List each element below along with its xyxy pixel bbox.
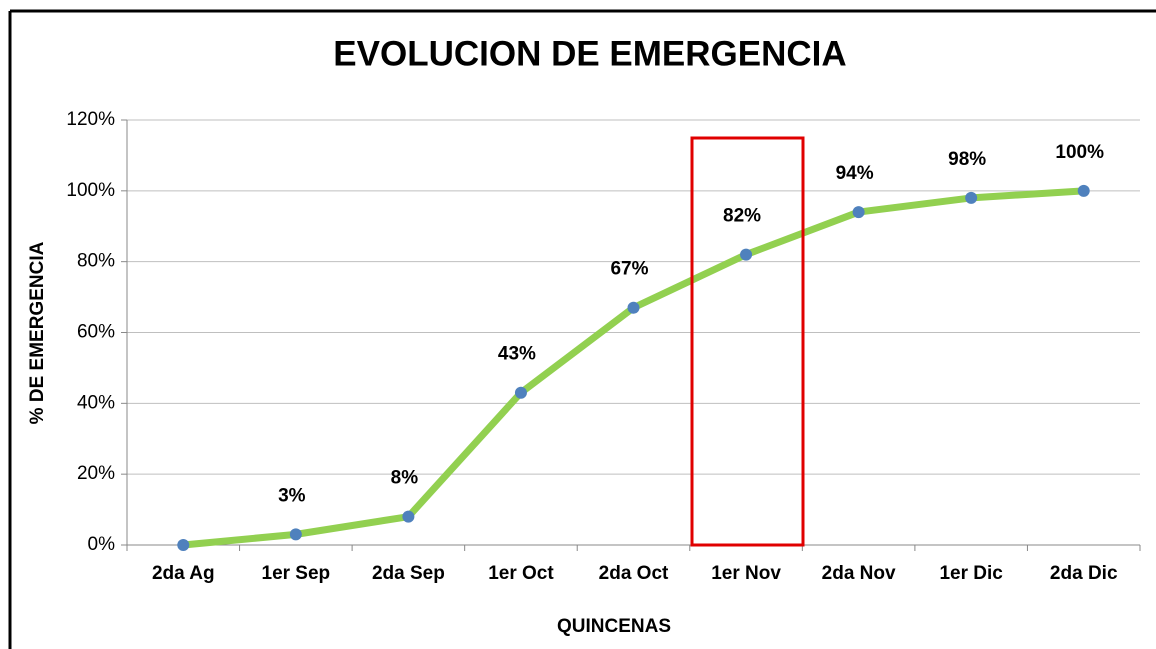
data-label: 8% [391, 468, 419, 489]
data-point [1077, 184, 1090, 197]
x-tick-label: 2da Oct [599, 563, 669, 584]
chart-title: EVOLUCION DE EMERGENCIA [333, 34, 846, 73]
y-tick-label: 20% [77, 463, 115, 484]
x-tick-label: 2da Sep [372, 563, 445, 584]
y-axis-label: % DE EMERGENCIA [27, 241, 48, 424]
x-tick-label: 2da Nov [822, 563, 896, 584]
grid: 0% 20% 40% 60% 80% 100% 120% 2da Ag 1er Sep 2da S… [66, 109, 1141, 584]
y-tick-label: 80% [77, 251, 115, 272]
x-axis-label: QUINCENAS [557, 616, 671, 637]
plot [177, 184, 1090, 551]
y-tick-label: 60% [77, 322, 115, 343]
y-tick-label: 120% [66, 109, 115, 130]
data-label: 43% [498, 344, 536, 365]
data-point [627, 301, 640, 314]
data-point [740, 248, 753, 261]
labels: 3% 8% 43% 67% 82% 94% 98% 100% [278, 142, 1104, 507]
y-tick-label: 100% [66, 180, 115, 201]
data-label: 67% [610, 259, 648, 280]
x-tick-label: 2da Ag [152, 563, 215, 584]
data-point [289, 528, 302, 541]
y-tick-label: 0% [88, 534, 116, 555]
data-point [965, 191, 978, 204]
data-label: 98% [948, 149, 986, 170]
highlight-box [690, 136, 805, 547]
data-point [514, 386, 527, 399]
data-point [402, 510, 415, 523]
x-tick-label: 1er Sep [262, 563, 331, 584]
data-label: 94% [836, 163, 874, 184]
x-tick-label: 1er Dic [939, 563, 1003, 584]
data-label: 3% [278, 485, 306, 506]
y-tick-label: 40% [77, 392, 115, 413]
x-tick-label: 2da Dic [1050, 563, 1118, 584]
data-label: 82% [723, 206, 761, 227]
x-tick-label: 1er Nov [711, 563, 781, 584]
data-point [177, 539, 190, 551]
data-label: 100% [1055, 142, 1104, 163]
data-point [852, 206, 865, 219]
x-tick-label: 1er Oct [488, 563, 554, 584]
